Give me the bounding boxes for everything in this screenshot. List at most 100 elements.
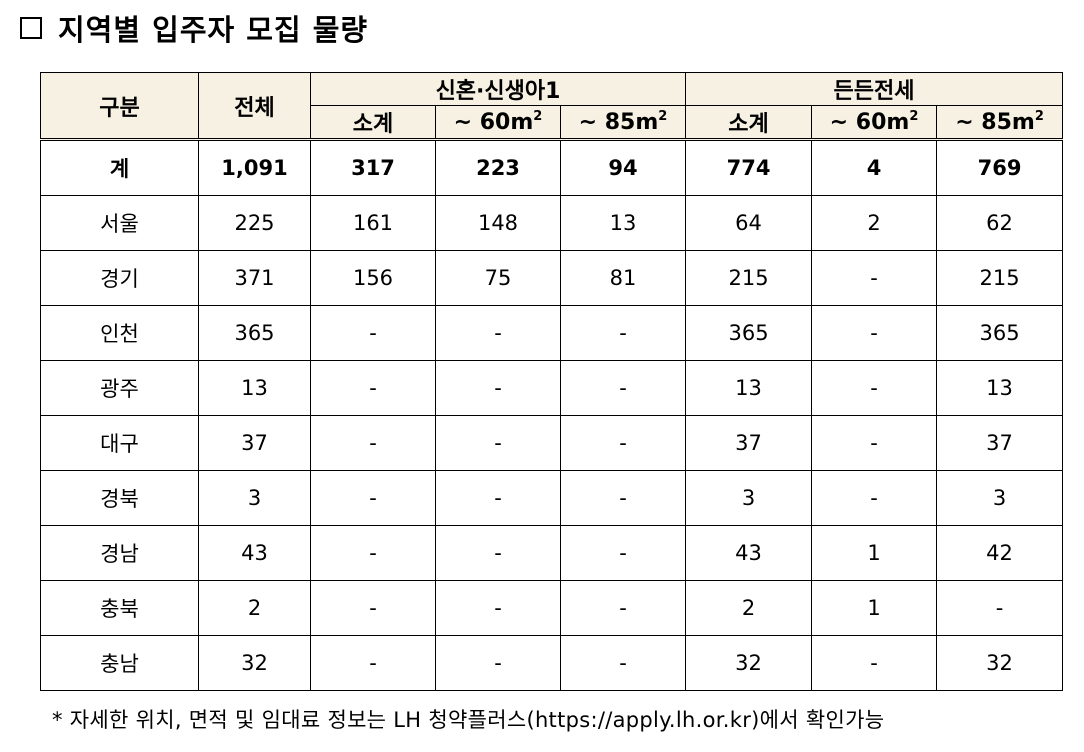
region-label: 경북 <box>40 470 199 526</box>
footnote: * 자세한 위치, 면적 및 임대료 정보는 LH 청약플러스(https://… <box>52 708 885 732</box>
region-label: 대구 <box>40 415 199 471</box>
table-cell: - <box>310 360 436 416</box>
table-row: 충북 2- - -2 1- <box>40 580 1064 636</box>
table-cell: - <box>435 525 561 581</box>
table-cell: 1,091 <box>198 139 311 196</box>
table-cell: 3 <box>936 470 1064 526</box>
table-row: 광주 13- - -13-13 <box>40 360 1064 416</box>
table-cell: 215 <box>685 250 813 306</box>
table-cell: 769 <box>936 139 1064 196</box>
header-le60: ~ 60m2 <box>435 105 561 141</box>
table-cell: - <box>310 305 436 361</box>
header-group-newlywed: 신혼·신생아1 <box>309 72 687 106</box>
table-cell: 223 <box>435 139 561 196</box>
table-cell: - <box>435 470 561 526</box>
table-cell: 2 <box>685 580 813 636</box>
table-cell: 64 <box>685 195 813 251</box>
table-cell: 81 <box>559 250 687 306</box>
table-cell: - <box>811 305 938 361</box>
table-cell: 13 <box>936 360 1064 416</box>
table-cell: - <box>559 580 687 636</box>
table-cell: - <box>310 470 436 526</box>
table-cell: 13 <box>198 360 311 416</box>
table-cell: - <box>310 580 436 636</box>
table-cell: - <box>310 415 436 471</box>
table-row: 경남 43- - -43 1 42 <box>40 525 1064 581</box>
table-cell: 774 <box>685 139 813 196</box>
table-cell: 43 <box>685 525 813 581</box>
header-category: 구분 <box>40 72 199 141</box>
table-cell: 365 <box>685 305 813 361</box>
table-cell: 43 <box>198 525 311 581</box>
table-cell: - <box>310 635 436 691</box>
table-cell: 148 <box>435 195 561 251</box>
table-row: 충남 32- - -32-32 <box>40 635 1064 691</box>
table-cell: 32 <box>936 635 1064 691</box>
table-cell: 32 <box>685 635 813 691</box>
table-cell: 215 <box>936 250 1064 306</box>
header-le85: ~ 85m2 <box>559 105 687 141</box>
table-cell: 1 <box>811 580 938 636</box>
table-cell: - <box>811 250 938 306</box>
region-label: 인천 <box>40 305 199 361</box>
table-cell: 13 <box>685 360 813 416</box>
table-cell: - <box>936 580 1064 636</box>
table-cell: 13 <box>559 195 687 251</box>
table-row: 대구 37- - -37-37 <box>40 415 1064 471</box>
table-cell: - <box>435 415 561 471</box>
region-label: 충북 <box>40 580 199 636</box>
table-cell: 37 <box>936 415 1064 471</box>
table-row-total: 계 1,091 317 223 94 774 4 769 <box>40 139 1064 196</box>
table-cell: - <box>559 635 687 691</box>
table-cell: 3 <box>685 470 813 526</box>
table-cell: 317 <box>310 139 436 196</box>
section-title: 지역별 입주자 모집 물량 <box>20 8 368 48</box>
table-cell: - <box>435 305 561 361</box>
table-cell: 161 <box>310 195 436 251</box>
table-cell: - <box>559 525 687 581</box>
table-cell: 2 <box>811 195 938 251</box>
table-cell: 365 <box>198 305 311 361</box>
table-cell: - <box>310 525 436 581</box>
header-le60: ~ 60m2 <box>811 105 938 141</box>
header-total: 전체 <box>198 72 311 141</box>
table-cell: 3 <box>198 470 311 526</box>
table-cell: 42 <box>936 525 1064 581</box>
table-cell: - <box>435 635 561 691</box>
table-cell: - <box>811 415 938 471</box>
table-cell: 94 <box>559 139 687 196</box>
region-label: 경남 <box>40 525 199 581</box>
table-cell: 4 <box>811 139 938 196</box>
table-cell: 225 <box>198 195 311 251</box>
table-cell: 37 <box>685 415 813 471</box>
header-subtotal: 소계 <box>310 105 436 141</box>
table-cell: 156 <box>310 250 436 306</box>
table-cell: 37 <box>198 415 311 471</box>
table-cell: - <box>559 470 687 526</box>
header-subtotal: 소계 <box>685 105 813 141</box>
recruitment-table: 구분 전체 신혼·신생아1 든든전세 소계 ~ 60m2 ~ 85m2 소계 ~… <box>40 72 1064 691</box>
row-label: 계 <box>40 139 199 196</box>
header-le85: ~ 85m2 <box>936 105 1064 141</box>
region-label: 광주 <box>40 360 199 416</box>
table-cell: - <box>559 360 687 416</box>
table-cell: - <box>811 360 938 416</box>
table-cell: 62 <box>936 195 1064 251</box>
table-cell: - <box>435 360 561 416</box>
table-cell: 1 <box>811 525 938 581</box>
table-cell: - <box>811 470 938 526</box>
table-cell: - <box>811 635 938 691</box>
table-cell: 2 <box>198 580 311 636</box>
region-label: 경기 <box>40 250 199 306</box>
region-label: 충남 <box>40 635 199 691</box>
table-cell: 75 <box>435 250 561 306</box>
header-group-jeonse: 든든전세 <box>685 72 1064 106</box>
table-cell: - <box>435 580 561 636</box>
region-label: 서울 <box>40 195 199 251</box>
section-title-text: 지역별 입주자 모집 물량 <box>58 13 369 47</box>
table-cell: 365 <box>936 305 1064 361</box>
table-cell: 371 <box>198 250 311 306</box>
table-row: 경북 3- - -3-3 <box>40 470 1064 526</box>
table-row: 인천 365- - -365-365 <box>40 305 1064 361</box>
table-cell: 32 <box>198 635 311 691</box>
